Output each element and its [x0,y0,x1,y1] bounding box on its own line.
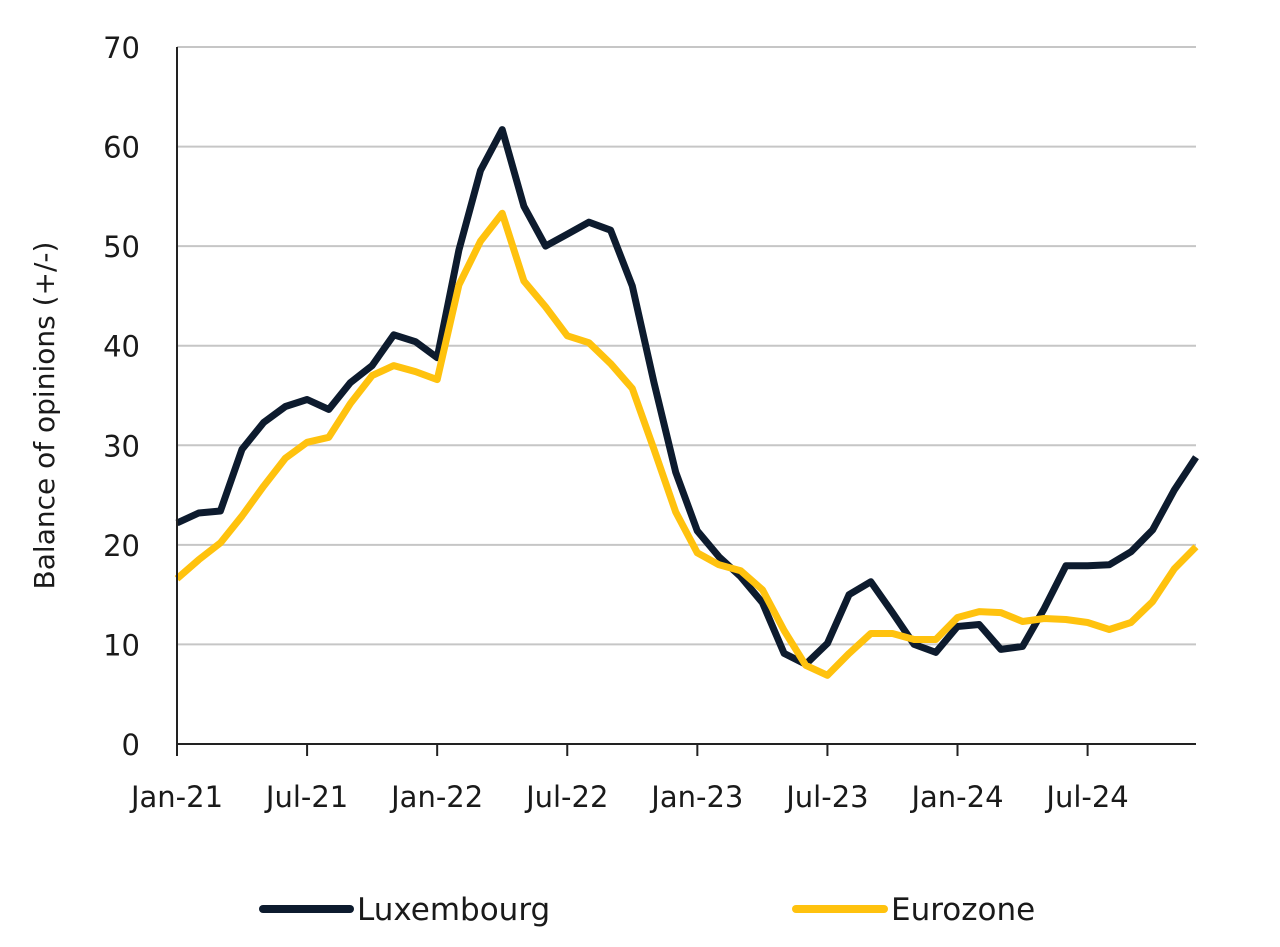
y-tick-label: 10 [103,628,140,662]
y-tick-label: 0 [122,728,140,762]
legend-label: Eurozone [891,892,1035,928]
y-tick-label: 40 [103,330,140,364]
series-line-luxembourg [175,126,1199,668]
y-tick-label: 30 [103,429,140,463]
series-line-eurozone [174,209,1199,679]
x-tick-label: Jul-23 [784,780,868,814]
legend-item: Luxembourg [259,892,550,928]
y-tick-label: 60 [103,131,140,165]
x-tick-label: Jan-22 [389,780,483,814]
y-tick-label: 50 [103,230,140,264]
x-tick-label: Jul-22 [524,780,608,814]
legend-label: Luxembourg [357,892,550,928]
y-tick-labels: 0 10 20 30 40 50 60 70 [103,31,140,762]
y-tick-label: 70 [103,31,140,65]
x-tick-label: Jul-21 [264,780,348,814]
axes [176,47,1196,756]
x-tick-label: Jan-24 [909,780,1003,814]
x-tick-label: Jan-21 [129,780,223,814]
y-tick-label: 20 [103,529,140,563]
legend-item: Eurozone [792,892,1035,928]
legend: Luxembourg Eurozone [259,892,1035,928]
series-layer [174,126,1199,679]
x-tick-label: Jul-24 [1044,780,1128,814]
y-axis-title: Balance of opinions (+/-) [28,242,61,590]
x-tick-label: Jan-23 [649,780,743,814]
gridlines [177,46,1196,646]
x-tick-labels: Jan-21 Jul-21 Jan-22 Jul-22 Jan-23 Jul-23 Jan-… [129,780,1129,814]
